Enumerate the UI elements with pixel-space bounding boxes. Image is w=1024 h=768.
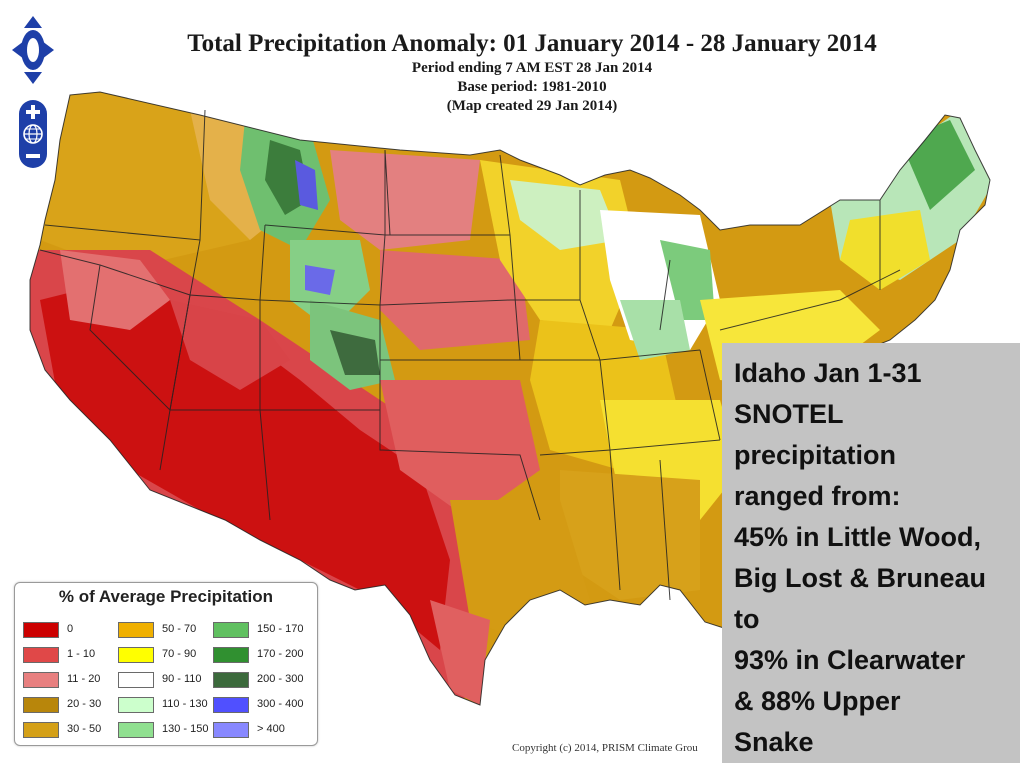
legend-swatch xyxy=(23,722,59,738)
legend-swatch xyxy=(118,622,154,638)
legend-swatch xyxy=(213,672,249,688)
globe-icon[interactable] xyxy=(23,124,43,144)
legend-label: > 400 xyxy=(257,723,285,735)
legend-label: 300 - 400 xyxy=(257,698,304,710)
legend-label: 110 - 130 xyxy=(162,698,208,710)
callout-line: SNOTEL xyxy=(734,399,844,429)
legend-label: 30 - 50 xyxy=(67,723,102,735)
legend-swatch xyxy=(118,722,154,738)
idaho-snotel-callout: Idaho Jan 1-31 SNOTEL precipitation rang… xyxy=(722,343,1020,763)
callout-line: & 88% Upper xyxy=(734,686,901,716)
legend-label: 90 - 110 xyxy=(162,673,202,685)
legend-label: 170 - 200 xyxy=(257,648,304,660)
legend-label: 150 - 170 xyxy=(257,623,304,635)
callout-line: ranged from: xyxy=(734,481,901,511)
legend-swatch xyxy=(213,697,249,713)
callout-line: Idaho Jan 1-31 xyxy=(734,358,922,388)
legend-swatch xyxy=(213,622,249,638)
legend-label: 200 - 300 xyxy=(257,673,304,685)
legend-label: 0 xyxy=(67,623,74,635)
map-navigation xyxy=(10,14,56,179)
legend-swatch xyxy=(213,722,249,738)
legend-swatch xyxy=(23,672,59,688)
callout-line: precipitation xyxy=(734,440,897,470)
legend-label: 1 - 10 xyxy=(67,648,96,660)
legend-label: 70 - 90 xyxy=(162,648,197,660)
legend-swatch xyxy=(23,647,59,663)
legend-label: 20 - 30 xyxy=(67,698,102,710)
base-period-line: Base period: 1981-2010 xyxy=(457,79,607,95)
legend-label: 11 - 20 xyxy=(67,673,101,685)
legend-swatch xyxy=(23,697,59,713)
legend-swatch xyxy=(118,697,154,713)
legend-label: 50 - 70 xyxy=(162,623,197,635)
legend: % of Average Precipitation 0 1 - 10 11 -… xyxy=(14,582,318,746)
zoom-in-icon[interactable] xyxy=(26,105,40,119)
copyright-notice: Copyright (c) 2014, PRISM Climate Grou xyxy=(512,742,698,754)
legend-swatch xyxy=(118,672,154,688)
legend-swatch xyxy=(213,647,249,663)
legend-title: % of Average Precipitation xyxy=(58,587,274,606)
zoom-out-icon[interactable] xyxy=(26,154,40,158)
pan-arrows-icon[interactable] xyxy=(12,16,54,84)
legend-label: 130 - 150 xyxy=(162,723,209,735)
map-created-line: (Map created 29 Jan 2014) xyxy=(446,98,618,114)
legend-swatch xyxy=(23,622,59,638)
callout-line: Snake xyxy=(734,727,814,757)
legend-swatch xyxy=(118,647,154,663)
period-line: Period ending 7 AM EST 28 Jan 2014 xyxy=(411,60,653,76)
map-title: Total Precipitation Anomaly: 01 January … xyxy=(187,30,877,57)
callout-line: to xyxy=(734,604,760,634)
callout-line: 93% in Clearwater xyxy=(734,645,966,675)
callout-line: 45% in Little Wood, xyxy=(734,522,982,552)
callout-line: Big Lost & Bruneau xyxy=(734,563,987,593)
